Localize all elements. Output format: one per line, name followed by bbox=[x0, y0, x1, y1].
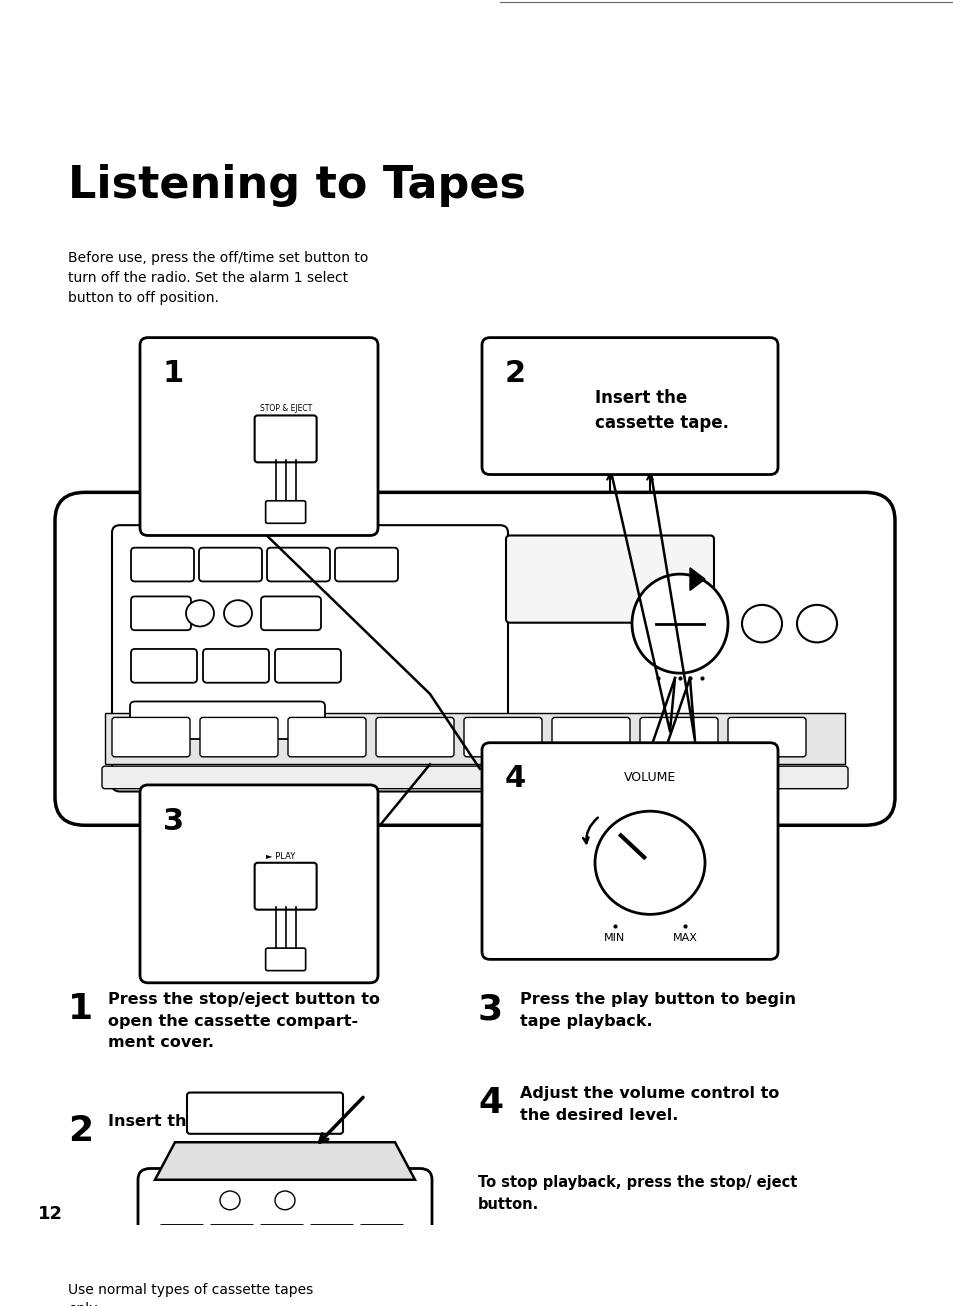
FancyBboxPatch shape bbox=[260, 1225, 304, 1251]
FancyBboxPatch shape bbox=[375, 717, 454, 756]
Ellipse shape bbox=[268, 502, 303, 518]
FancyBboxPatch shape bbox=[505, 535, 713, 623]
Text: Press the stop/eject button to
open the cassette compart-
ment cover.: Press the stop/eject button to open the … bbox=[108, 993, 379, 1050]
Text: 3: 3 bbox=[477, 993, 502, 1027]
Ellipse shape bbox=[631, 575, 727, 673]
FancyBboxPatch shape bbox=[274, 649, 340, 683]
FancyBboxPatch shape bbox=[112, 717, 190, 756]
Text: Use normal types of cassette tapes
only.: Use normal types of cassette tapes only. bbox=[68, 1282, 313, 1306]
FancyBboxPatch shape bbox=[552, 717, 629, 756]
Circle shape bbox=[595, 811, 704, 914]
Text: 2: 2 bbox=[68, 1114, 93, 1148]
Bar bbox=[105, 713, 844, 764]
FancyBboxPatch shape bbox=[210, 1225, 253, 1251]
FancyBboxPatch shape bbox=[254, 415, 316, 462]
FancyBboxPatch shape bbox=[199, 547, 262, 581]
FancyBboxPatch shape bbox=[254, 863, 316, 910]
Text: 4: 4 bbox=[504, 764, 526, 793]
FancyBboxPatch shape bbox=[463, 717, 541, 756]
FancyBboxPatch shape bbox=[481, 743, 778, 960]
FancyBboxPatch shape bbox=[112, 525, 507, 791]
Ellipse shape bbox=[268, 949, 303, 966]
Text: Listening to Tapes: Listening to Tapes bbox=[68, 165, 525, 208]
Text: 12: 12 bbox=[38, 1205, 63, 1222]
Text: Adjust the volume control to
the desired level.: Adjust the volume control to the desired… bbox=[519, 1087, 779, 1123]
Polygon shape bbox=[154, 1143, 415, 1179]
Text: MIN: MIN bbox=[604, 932, 625, 943]
FancyBboxPatch shape bbox=[160, 1225, 204, 1251]
Text: VOLUME: VOLUME bbox=[623, 771, 676, 784]
FancyBboxPatch shape bbox=[727, 717, 805, 756]
FancyBboxPatch shape bbox=[265, 948, 305, 970]
FancyBboxPatch shape bbox=[267, 547, 330, 581]
FancyBboxPatch shape bbox=[310, 1225, 354, 1251]
FancyBboxPatch shape bbox=[102, 767, 847, 789]
FancyBboxPatch shape bbox=[131, 597, 191, 631]
Circle shape bbox=[224, 601, 252, 627]
FancyBboxPatch shape bbox=[261, 597, 320, 631]
Text: 1: 1 bbox=[68, 993, 93, 1027]
Text: 3: 3 bbox=[163, 807, 184, 836]
Text: ► PLAY: ► PLAY bbox=[266, 852, 295, 861]
Circle shape bbox=[741, 605, 781, 643]
Text: MAX: MAX bbox=[672, 932, 697, 943]
FancyBboxPatch shape bbox=[200, 717, 277, 756]
FancyBboxPatch shape bbox=[140, 338, 377, 535]
FancyBboxPatch shape bbox=[131, 649, 196, 683]
FancyBboxPatch shape bbox=[138, 1169, 432, 1306]
Polygon shape bbox=[689, 568, 704, 590]
FancyBboxPatch shape bbox=[55, 492, 894, 825]
Circle shape bbox=[274, 1191, 294, 1209]
Text: To stop playback, press the stop/ eject
button.: To stop playback, press the stop/ eject … bbox=[477, 1175, 797, 1212]
Circle shape bbox=[186, 601, 213, 627]
Text: Insert the cassette tape.: Insert the cassette tape. bbox=[108, 1114, 332, 1130]
Text: Insert the
cassette tape.: Insert the cassette tape. bbox=[595, 389, 728, 432]
FancyBboxPatch shape bbox=[140, 785, 377, 983]
FancyBboxPatch shape bbox=[130, 701, 325, 739]
Circle shape bbox=[220, 1191, 240, 1209]
Text: Before use, press the off/time set button to
turn off the radio. Set the alarm 1: Before use, press the off/time set butto… bbox=[68, 251, 368, 306]
Text: Press the play button to begin
tape playback.: Press the play button to begin tape play… bbox=[519, 993, 795, 1029]
FancyBboxPatch shape bbox=[639, 717, 718, 756]
Text: 2: 2 bbox=[504, 359, 525, 388]
FancyBboxPatch shape bbox=[288, 717, 366, 756]
Circle shape bbox=[796, 605, 836, 643]
FancyBboxPatch shape bbox=[265, 500, 305, 524]
FancyBboxPatch shape bbox=[131, 547, 193, 581]
Text: 4: 4 bbox=[477, 1087, 502, 1121]
FancyBboxPatch shape bbox=[187, 1093, 343, 1134]
Text: STOP & EJECT: STOP & EJECT bbox=[259, 405, 312, 414]
FancyBboxPatch shape bbox=[335, 547, 397, 581]
FancyBboxPatch shape bbox=[203, 649, 269, 683]
FancyBboxPatch shape bbox=[481, 338, 778, 474]
Text: 1: 1 bbox=[163, 359, 184, 388]
FancyBboxPatch shape bbox=[359, 1225, 403, 1251]
